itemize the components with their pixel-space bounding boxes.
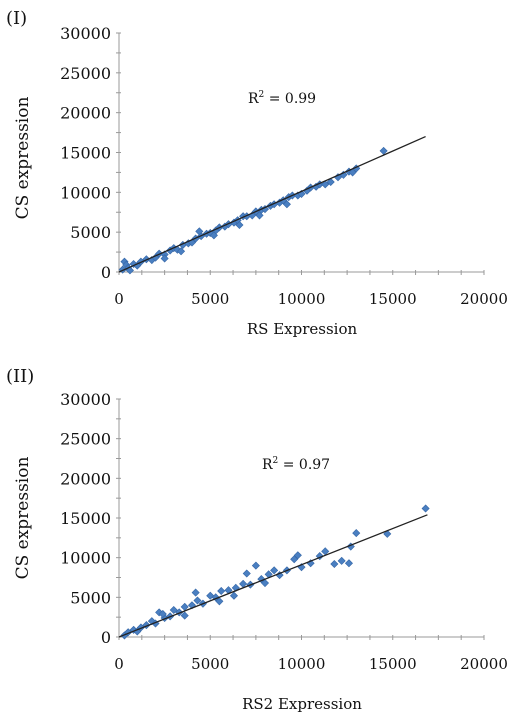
x-tick-labels: 0 5000 10000 15000 20000 xyxy=(114,290,507,308)
trendline xyxy=(118,514,428,638)
data-point xyxy=(193,596,202,605)
data-points xyxy=(118,146,388,275)
r-squared-annotation: R2 = 0.99 xyxy=(248,90,316,107)
data-point xyxy=(125,266,134,275)
y-axis-label: CS expression xyxy=(13,457,33,580)
y-tick-label: 20000 xyxy=(60,104,111,123)
y-tick-label: 30000 xyxy=(60,390,111,409)
x-axis-label: RS Expression xyxy=(247,320,358,338)
data-point xyxy=(326,177,335,187)
data-point xyxy=(255,211,264,220)
data-point xyxy=(421,504,430,513)
y-tick-label: 25000 xyxy=(60,64,111,83)
x-tick-label: 10000 xyxy=(278,290,326,308)
y-tick-label: 5000 xyxy=(70,223,111,242)
data-point xyxy=(282,200,291,209)
data-point xyxy=(142,621,151,630)
data-point xyxy=(383,529,392,538)
axes xyxy=(116,398,485,640)
data-point xyxy=(191,588,200,597)
data-point xyxy=(129,625,138,634)
trendline xyxy=(118,135,426,273)
axes xyxy=(116,32,485,275)
data-point xyxy=(124,628,133,637)
x-tick-label: 10000 xyxy=(278,655,326,673)
x-tick-label: 5000 xyxy=(191,655,229,673)
data-point xyxy=(321,180,330,189)
x-tick-label: 0 xyxy=(114,290,124,308)
trendline-line xyxy=(118,514,428,638)
x-tick-label: 20000 xyxy=(460,290,507,308)
data-point xyxy=(195,227,204,236)
x-tick-label: 0 xyxy=(114,655,124,673)
data-point xyxy=(180,611,189,620)
data-point xyxy=(229,591,238,600)
data-point xyxy=(251,561,260,570)
data-point xyxy=(136,623,145,632)
data-point xyxy=(352,529,361,538)
data-point xyxy=(270,566,279,575)
y-tick-labels: 0 5000 10000 15000 20000 25000 30000 xyxy=(60,390,111,647)
data-point xyxy=(209,231,218,240)
y-tick-label: 15000 xyxy=(60,509,111,528)
data-point xyxy=(235,220,244,230)
x-tick-label: 15000 xyxy=(369,290,417,308)
x-tick-label: 5000 xyxy=(191,290,229,308)
y-tick-label: 5000 xyxy=(70,588,111,607)
scatter-panel-ii: (II) 0 5000 10000 15000 20000 25000 30000 0 500… xyxy=(6,366,507,713)
r-squared-annotation: R2 = 0.97 xyxy=(262,456,330,473)
data-point xyxy=(242,569,251,578)
data-point xyxy=(293,551,302,560)
data-point xyxy=(206,591,215,600)
panel-label: (I) xyxy=(6,8,27,29)
data-point xyxy=(158,609,167,619)
y-tick-label: 25000 xyxy=(60,430,111,449)
y-tick-label: 15000 xyxy=(60,144,111,163)
scatter-panel-i: (I) 0 5000 10000 15000 20000 25000 30000 0 5000… xyxy=(6,8,507,338)
x-axis-label: RS2 Expression xyxy=(242,695,362,713)
x-tick-label: 15000 xyxy=(369,655,417,673)
data-point xyxy=(337,556,346,565)
data-point xyxy=(169,606,178,615)
y-axis-label: CS expression xyxy=(13,97,33,220)
data-point xyxy=(260,579,270,588)
y-tick-label: 30000 xyxy=(60,24,111,43)
y-tick-label: 10000 xyxy=(60,183,111,202)
data-point xyxy=(330,559,339,569)
trendline-line xyxy=(118,135,426,273)
y-tick-label: 10000 xyxy=(60,549,111,568)
data-point xyxy=(215,597,224,606)
y-tick-labels: 0 5000 10000 15000 20000 25000 30000 xyxy=(60,24,111,282)
panel-label: (II) xyxy=(6,366,34,387)
y-tick-label: 0 xyxy=(101,628,111,647)
x-tick-labels: 0 5000 10000 15000 20000 xyxy=(114,655,507,673)
data-point xyxy=(177,247,186,256)
data-point xyxy=(217,586,226,596)
data-points xyxy=(120,504,430,640)
data-point xyxy=(346,542,355,551)
data-point xyxy=(348,168,357,177)
data-point xyxy=(344,559,353,568)
x-tick-label: 20000 xyxy=(460,655,507,673)
y-tick-label: 0 xyxy=(101,263,111,282)
y-tick-label: 20000 xyxy=(60,469,111,488)
data-point xyxy=(118,265,127,274)
data-point xyxy=(160,254,169,263)
